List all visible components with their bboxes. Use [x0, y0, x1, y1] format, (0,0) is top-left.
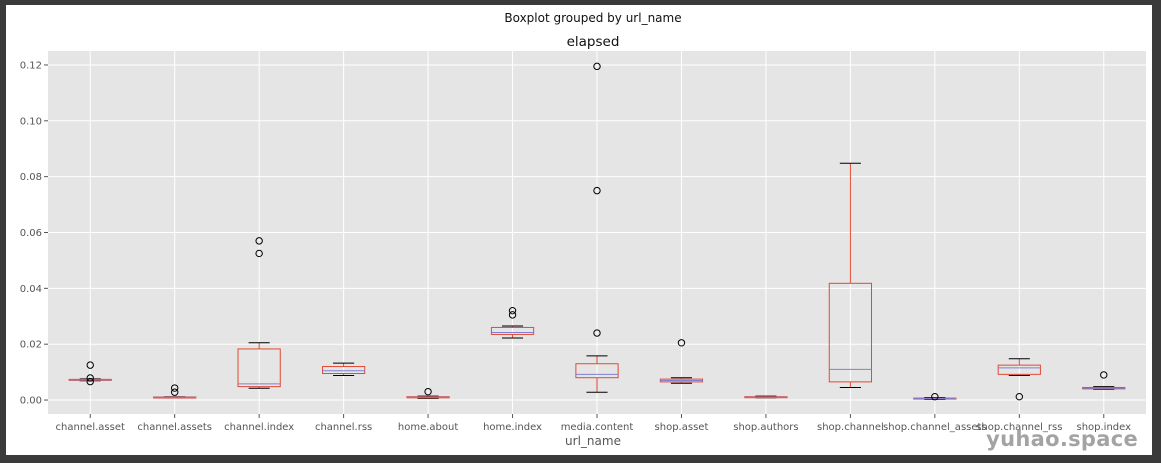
- x-axis-label: url_name: [565, 434, 621, 448]
- ytick-label: 0.00: [20, 396, 42, 407]
- flier-point: [593, 62, 601, 71]
- xtick-label: shop.authors: [733, 422, 798, 433]
- xtick-label: shop.index: [1076, 422, 1131, 433]
- flier-point: [677, 339, 686, 347]
- flier-point: [508, 311, 517, 319]
- ytick-label: 0.10: [20, 116, 42, 127]
- flier-point: [1100, 371, 1108, 379]
- flier-point: [1015, 392, 1024, 401]
- xtick-label: channel.asset: [56, 422, 125, 433]
- xtick-label: home.index: [483, 422, 542, 433]
- box-group: [322, 362, 366, 376]
- ytick-label: 0.02: [20, 340, 42, 351]
- x-ticks: channel.asset channel.assets channel.index…: [56, 414, 1131, 433]
- flier-point: [170, 384, 179, 392]
- xtick-label: channel.assets: [137, 422, 212, 433]
- box: [322, 366, 366, 375]
- figure: Boxplot grouped by url_name elapsed 0.00…: [6, 5, 1152, 455]
- box-group: [237, 237, 281, 389]
- boxes: [68, 62, 1126, 401]
- box-group: [913, 392, 957, 401]
- flier-point: [86, 377, 94, 386]
- flier-point: [508, 306, 517, 315]
- box: [575, 363, 619, 379]
- box: [237, 348, 281, 388]
- xtick-label: shop.channel_rss: [976, 422, 1062, 433]
- box: [997, 364, 1041, 375]
- ytick-label: 0.04: [20, 284, 42, 295]
- box-group: [68, 361, 112, 386]
- box-group: [406, 387, 450, 399]
- box-group: [828, 162, 872, 388]
- flier-point: [931, 392, 939, 401]
- flier-point: [170, 388, 179, 396]
- ytick-label: 0.06: [20, 228, 42, 239]
- xtick-label: shop.channel_assets: [883, 422, 987, 433]
- flier-point: [86, 361, 94, 369]
- xtick-label: channel.rss: [315, 422, 372, 433]
- xtick-label: home.about: [398, 422, 458, 433]
- box-group: [153, 384, 197, 399]
- box-group: [1082, 371, 1126, 390]
- flier-point: [593, 329, 601, 337]
- box: [490, 326, 535, 335]
- ytick-label: 0.12: [20, 60, 42, 71]
- flier-point: [424, 387, 432, 396]
- flier-point: [255, 237, 263, 245]
- xtick-label: media.content: [561, 422, 634, 433]
- flier-point: [593, 186, 601, 195]
- axes-title: elapsed: [567, 34, 620, 50]
- flier-point: [86, 374, 94, 382]
- flier-point: [255, 249, 263, 258]
- box-group: [997, 358, 1041, 401]
- suptitle: Boxplot grouped by url_name: [504, 11, 681, 25]
- y-ticks: 0.00 0.02 0.04 0.06 0.08 0.10 0.12: [20, 60, 48, 407]
- xtick-label: shop.channel: [817, 422, 884, 433]
- box-group: [490, 306, 535, 339]
- box-group: [575, 62, 619, 393]
- box-group: [659, 339, 704, 384]
- boxplot-chart: Boxplot grouped by url_name elapsed 0.00…: [20, 11, 1146, 448]
- ytick-label: 0.08: [20, 172, 42, 183]
- box: [828, 282, 872, 383]
- xtick-label: channel.index: [224, 422, 294, 433]
- watermark: yuhao.space: [986, 427, 1138, 451]
- grid: [48, 51, 1146, 414]
- box-group: [744, 395, 788, 399]
- xtick-label: shop.asset: [655, 422, 709, 433]
